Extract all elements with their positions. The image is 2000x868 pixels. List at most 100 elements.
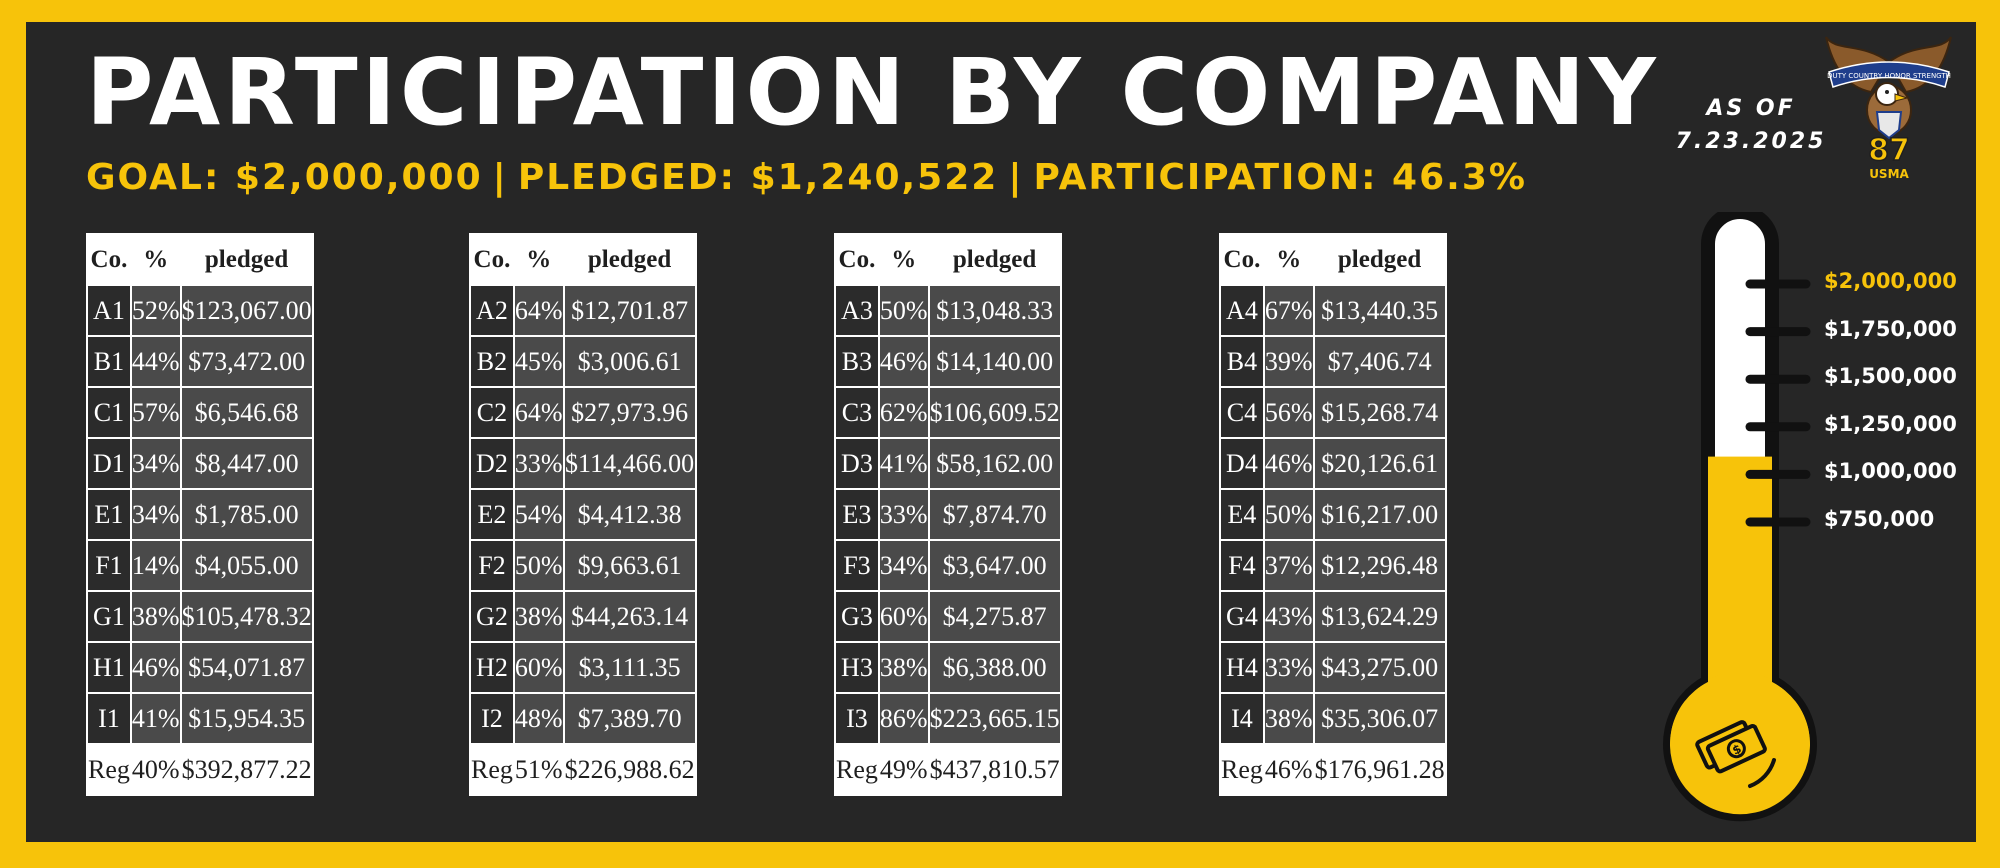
percent-cell: 46% xyxy=(877,335,930,388)
percent-cell: 38% xyxy=(512,590,565,643)
company-cell: G4 xyxy=(1219,590,1265,643)
pledged-cell: $3,006.61 xyxy=(562,335,697,388)
company-cell: B2 xyxy=(469,335,515,388)
column-header: % xyxy=(877,233,930,286)
table-row: F2 50% $9,663.61 xyxy=(469,539,697,592)
company-cell: G2 xyxy=(469,590,515,643)
pledged-cell: $15,268.74 xyxy=(1312,386,1447,439)
company-cell: F1 xyxy=(86,539,132,592)
crest-banner-text: DUTY COUNTRY HONOR STRENGTH xyxy=(1827,72,1951,80)
table-row: H2 60% $3,111.35 xyxy=(469,641,697,694)
table-header-row: Co.% pledged xyxy=(86,233,314,286)
pledged-cell: $1,785.00 xyxy=(179,488,314,541)
company-table-1: Co.% pledged A1 52% $123,067.00 B1 44% $73,472.… xyxy=(86,233,314,796)
regiment-percent-cell: 46% xyxy=(1262,743,1315,796)
table-header-row: Co.% pledged xyxy=(469,233,697,286)
company-cell: A1 xyxy=(86,284,132,337)
regiment-total-row: Reg 49% $437,810.57 xyxy=(834,743,1062,796)
crest-org: USMA xyxy=(1869,167,1909,181)
company-cell: H2 xyxy=(469,641,515,694)
regiment-percent-cell: 40% xyxy=(129,743,182,796)
pledged-cell: $123,067.00 xyxy=(179,284,314,337)
regiment-label-cell: Reg xyxy=(86,743,132,796)
percent-cell: 56% xyxy=(1262,386,1315,439)
company-cell: C4 xyxy=(1219,386,1265,439)
regiment-label-cell: Reg xyxy=(1219,743,1265,796)
regiment-total-row: Reg 40% $392,877.22 xyxy=(86,743,314,796)
thermometer-tick-label: $1,000,000 xyxy=(1824,459,1957,484)
table-row: A3 50% $13,048.33 xyxy=(834,284,1062,337)
company-cell: G3 xyxy=(834,590,880,643)
crest-number: 87 xyxy=(1868,133,1910,168)
percent-cell: 45% xyxy=(512,335,565,388)
table-row: C4 56% $15,268.74 xyxy=(1219,386,1447,439)
company-cell: E4 xyxy=(1219,488,1265,541)
table-row: E3 33% $7,874.70 xyxy=(834,488,1062,541)
thermometer-tick-label: $1,750,000 xyxy=(1824,316,1957,341)
percent-cell: 50% xyxy=(877,284,930,337)
pledged-cell: $13,624.29 xyxy=(1312,590,1447,643)
table-row: E1 34% $1,785.00 xyxy=(86,488,314,541)
company-cell: E3 xyxy=(834,488,880,541)
company-cell: E1 xyxy=(86,488,132,541)
bulb-swoosh xyxy=(1748,758,1776,788)
pledged-cell: $223,665.15 xyxy=(927,692,1062,745)
company-cell: A2 xyxy=(469,284,515,337)
eagle-crest-logo: DUTY COUNTRY HONOR STRENGTH 87 USMA xyxy=(1825,36,1952,181)
table-row: E4 50% $16,217.00 xyxy=(1219,488,1447,541)
column-header: % xyxy=(129,233,182,286)
pledged-cell: $43,275.00 xyxy=(1312,641,1447,694)
column-header: % xyxy=(1262,233,1315,286)
table-row: H1 46% $54,071.87 xyxy=(86,641,314,694)
percent-cell: 38% xyxy=(1262,692,1315,745)
percent-cell: 50% xyxy=(1262,488,1315,541)
table-row: C1 57% $6,546.68 xyxy=(86,386,314,439)
percent-cell: 41% xyxy=(129,692,182,745)
regiment-pledged-cell: $392,877.22 xyxy=(179,743,314,796)
percent-cell: 67% xyxy=(1262,284,1315,337)
pledged-cell: $20,126.61 xyxy=(1312,437,1447,490)
pledged-cell: $7,389.70 xyxy=(562,692,697,745)
pledged-cell: $7,874.70 xyxy=(927,488,1062,541)
company-table-3: Co.% pledged A3 50% $13,048.33 B3 46% $14,140.0… xyxy=(834,233,1062,796)
regiment-pledged-cell: $437,810.57 xyxy=(927,743,1062,796)
table-row: D3 41% $58,162.00 xyxy=(834,437,1062,490)
thermometer-graphic: $ xyxy=(1663,205,1817,822)
percent-cell: 39% xyxy=(1262,335,1315,388)
participation-text: PARTICIPATION: 46.3% xyxy=(1033,157,1527,198)
percent-cell: 64% xyxy=(512,284,565,337)
table-row: F3 34% $3,647.00 xyxy=(834,539,1062,592)
summary-line: GOAL: $2,000,000 | PLEDGED: $1,240,522 | PAR… xyxy=(86,157,1646,198)
pledged-cell: $9,663.61 xyxy=(562,539,697,592)
table-row: B2 45% $3,006.61 xyxy=(469,335,697,388)
pledged-cell: $4,055.00 xyxy=(179,539,314,592)
pledged-cell: $27,973.96 xyxy=(562,386,697,439)
company-cell: H1 xyxy=(86,641,132,694)
table-row: B1 44% $73,472.00 xyxy=(86,335,314,388)
percent-cell: 86% xyxy=(877,692,930,745)
table-row: I2 48% $7,389.70 xyxy=(469,692,697,745)
separator: | xyxy=(492,157,508,198)
goal-text: GOAL: $2,000,000 xyxy=(86,157,483,198)
percent-cell: 57% xyxy=(129,386,182,439)
column-header: Co. xyxy=(86,233,132,286)
percent-cell: 34% xyxy=(129,437,182,490)
pledged-cell: $4,412.38 xyxy=(562,488,697,541)
pledged-cell: $58,162.00 xyxy=(927,437,1062,490)
percent-cell: 33% xyxy=(512,437,565,490)
company-cell: C2 xyxy=(469,386,515,439)
separator: | xyxy=(1008,157,1024,198)
company-cell: I4 xyxy=(1219,692,1265,745)
company-cell: H4 xyxy=(1219,641,1265,694)
poster-board: PARTICIPATION BY COMPANY GOAL: $2,000,00… xyxy=(26,22,1976,842)
percent-cell: 34% xyxy=(877,539,930,592)
table-row: F1 14% $4,055.00 xyxy=(86,539,314,592)
company-cell: D4 xyxy=(1219,437,1265,490)
table-row: B3 46% $14,140.00 xyxy=(834,335,1062,388)
table-row: E2 54% $4,412.38 xyxy=(469,488,697,541)
pledged-cell: $54,071.87 xyxy=(179,641,314,694)
pledged-cell: $106,609.52 xyxy=(927,386,1062,439)
table-row: H3 38% $6,388.00 xyxy=(834,641,1062,694)
thermometer-ticks xyxy=(1745,279,1811,527)
table-header-row: Co.% pledged xyxy=(834,233,1062,286)
